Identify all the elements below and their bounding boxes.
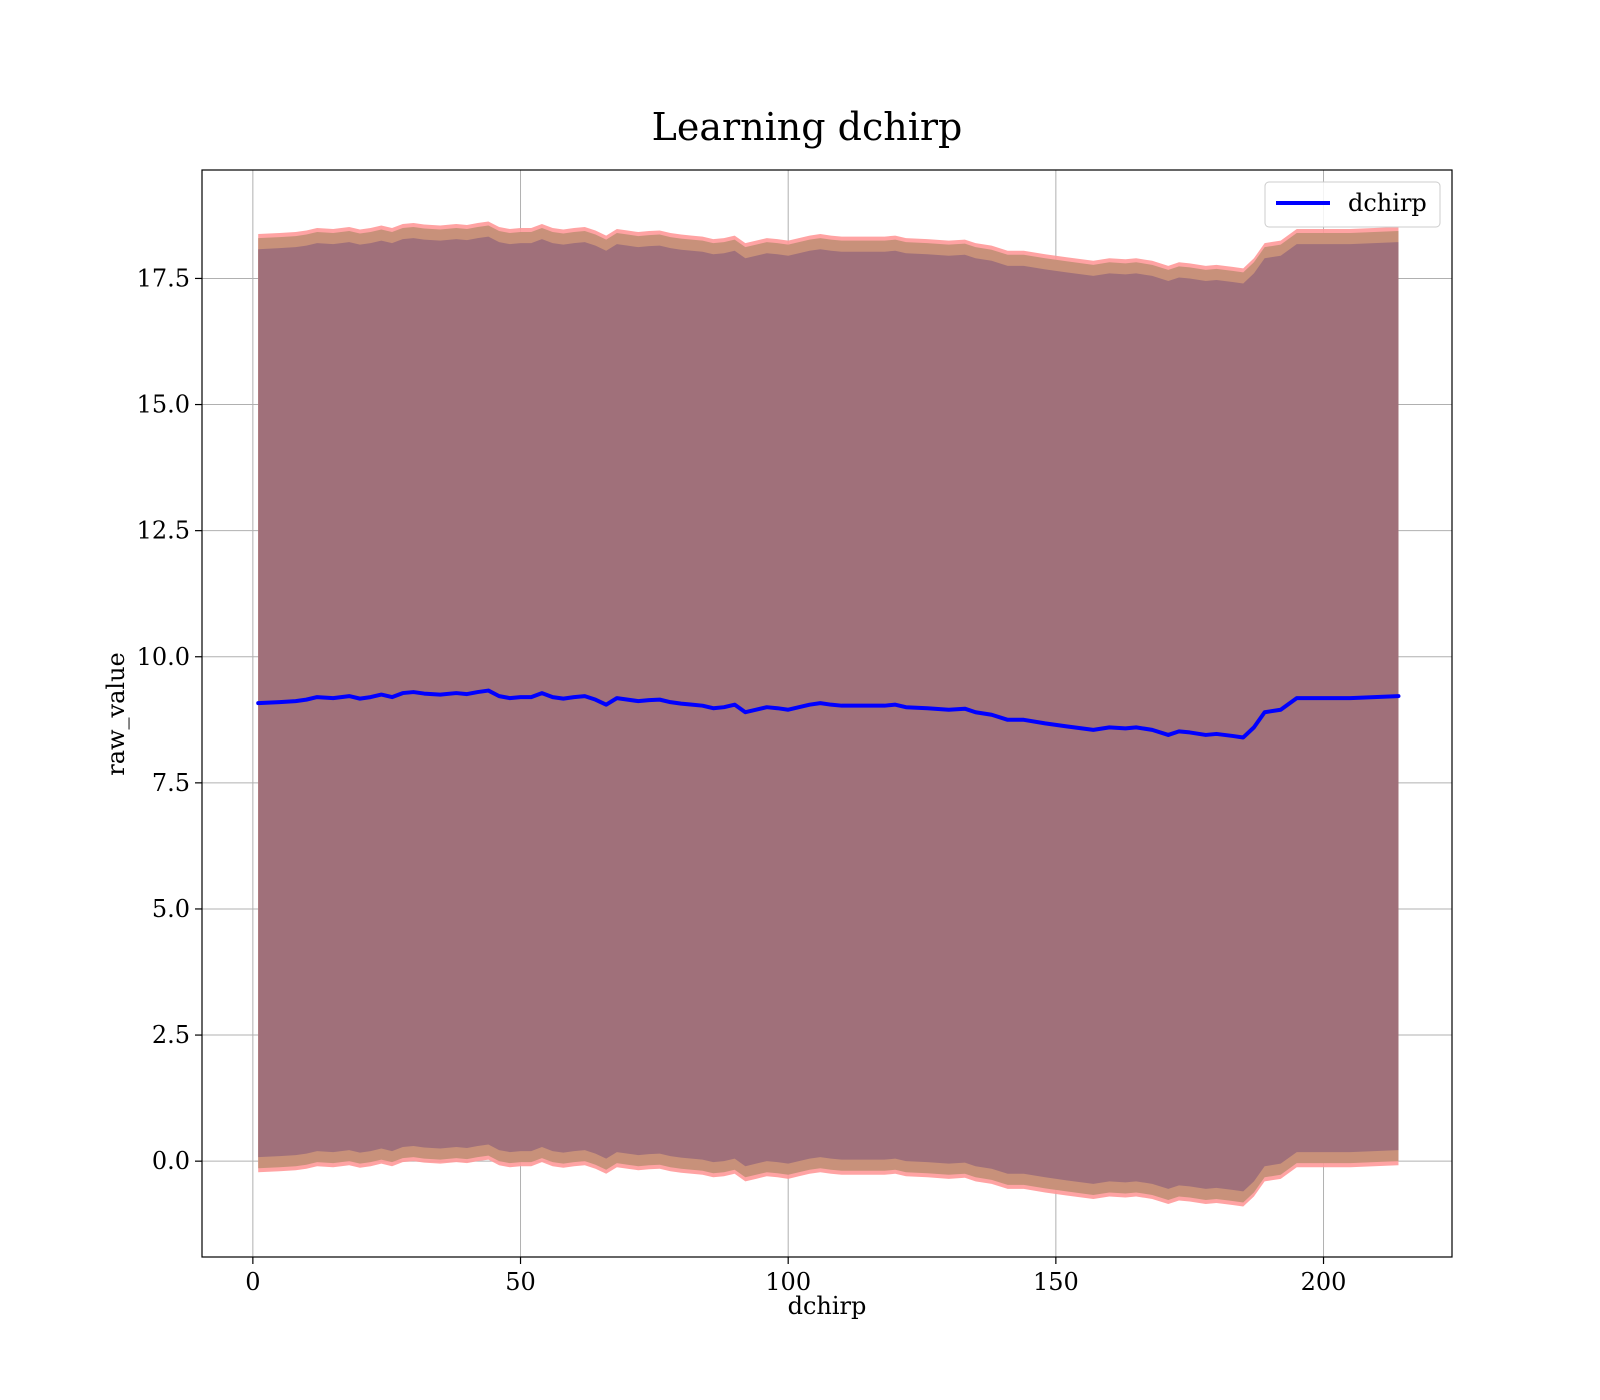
- y-tick-label: 15.0: [137, 391, 190, 419]
- x-axis-ticks: 0 50 100 150 200: [245, 1257, 1346, 1296]
- y-tick-label: 2.5: [152, 1021, 190, 1049]
- chart-title: Learning dchirp: [652, 105, 963, 149]
- x-tick-label: 150: [1033, 1268, 1079, 1296]
- legend-entry-dchirp: dchirp: [1348, 189, 1427, 217]
- confidence-band-inner: [258, 236, 1399, 1192]
- x-tick-label: 0: [245, 1268, 260, 1296]
- x-tick-label: 50: [505, 1268, 536, 1296]
- legend-box: [1264, 181, 1441, 228]
- series-lines: [256, 688, 1401, 740]
- y-tick-label: 17.5: [137, 264, 190, 292]
- x-tick-label: 100: [765, 1268, 811, 1296]
- y-tick-label: 10.0: [137, 643, 190, 671]
- y-axis-label: raw_value: [102, 652, 130, 776]
- y-axis-ticks: 0.0 2.5 5.0 7.5 10.0 12.5 15.0 17.5: [137, 264, 202, 1175]
- y-tick-label: 7.5: [152, 769, 190, 797]
- x-axis-label: dchirp: [788, 1292, 867, 1320]
- y-tick-label: 12.5: [137, 517, 190, 545]
- confidence-bands: [258, 221, 1399, 1207]
- series-line-dchirp: [256, 688, 1401, 740]
- legend: dchirp: [1264, 181, 1441, 228]
- x-tick-label: 200: [1301, 1268, 1347, 1296]
- y-tick-label: 5.0: [152, 895, 190, 923]
- y-tick-label: 0.0: [152, 1147, 190, 1175]
- plot-area-frame: [201, 169, 1453, 1258]
